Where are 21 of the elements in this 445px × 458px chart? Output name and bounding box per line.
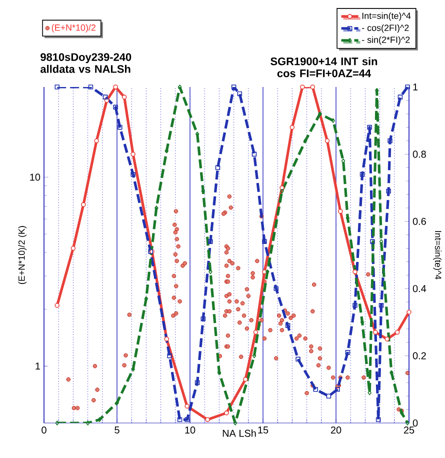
y2-tick-label: 0.8 <box>412 150 426 158</box>
y2-tick-label: 0.6 <box>412 218 426 225</box>
x-tick-label: 15 <box>258 426 268 434</box>
x-tick-label: 20 <box>330 426 342 434</box>
y2-tick-label: 0 <box>412 419 418 427</box>
y-axis-title: (E+N*10)/2 (K) <box>18 226 27 284</box>
legend-label: - cos(2FI)^2 <box>362 24 409 33</box>
legend-label: - sin(2*FI)^2 <box>362 36 410 45</box>
chart-title: 9810sDoy239-240 alldata vs NALSh <box>40 53 132 73</box>
x-tick-label: 10 <box>185 426 196 434</box>
chart-subtitle: SGR1900+14 INT sin cos FI=FI+0AZ=44 <box>270 57 378 78</box>
y2-tick-label: 0.2 <box>412 352 426 360</box>
x-axis-title: NA LSh <box>222 430 256 437</box>
x-tick-label: 0 <box>42 426 46 434</box>
legend-label: Int=sin(te)^4 <box>362 12 411 21</box>
x-tick-label: 25 <box>404 426 414 434</box>
y2-tick-label: 1 <box>413 84 418 90</box>
legend-label: (E+N*10)/2 <box>52 24 96 33</box>
x-tick-label: 5 <box>114 426 120 434</box>
y2-tick-label: 0.4 <box>412 285 426 292</box>
y2-axis-title: Int=sin(te)^4 <box>433 231 442 280</box>
